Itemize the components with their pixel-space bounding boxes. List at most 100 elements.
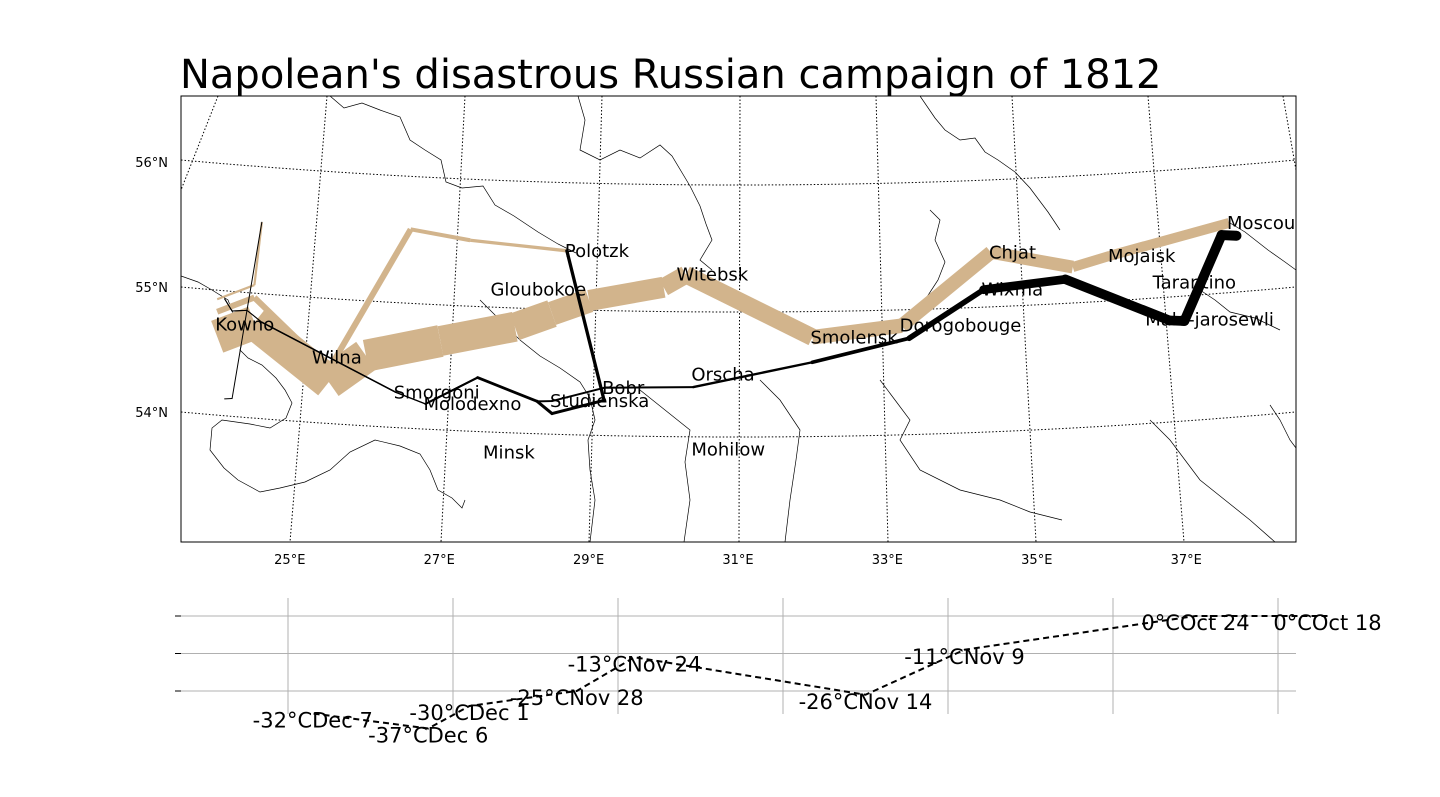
temperature-panel: 0°COct 18 0°COct 24 -11°CNov 9 -26°CNov 14 -…	[175, 598, 1382, 748]
city-label-tarantino: Tarantino	[1152, 272, 1236, 293]
meridian-39e	[1282, 96, 1296, 171]
route-segment-advance-3-1	[253, 222, 263, 286]
route-segment-retreat-1-5	[906, 286, 987, 342]
city-label-molodexno: Molodexno	[424, 394, 522, 415]
route-segment-advance-1-3	[362, 325, 444, 372]
route-segment-advance-1-4	[437, 312, 518, 356]
river-east-1	[924, 209, 946, 301]
route-segment-retreat-2-7	[246, 309, 263, 323]
boundary-central-north	[577, 96, 713, 271]
lon-tick-25-e: 25°E	[274, 553, 305, 568]
city-label-dorogobouge: Dorogobouge	[900, 316, 1022, 337]
route-segment-retreat-3-0	[231, 221, 263, 400]
route-segment-advance-1-6	[548, 289, 594, 325]
temperature-label-0: 0°COct 18	[1273, 611, 1381, 635]
route-segment-advance-1-13	[1071, 250, 1112, 272]
route-segment-advance-1-7	[587, 276, 666, 311]
route-segment-advance-1-2	[318, 341, 376, 396]
route-segment-retreat-2-1	[550, 398, 606, 416]
meridian-31e	[738, 96, 741, 542]
city-label-studienska: Studienska	[550, 391, 649, 412]
temperature-line	[312, 615, 1328, 730]
route-segment-retreat-1-8	[603, 386, 695, 389]
route-segment-retreat-1-7	[692, 361, 814, 389]
lon-tick-35-e: 35°E	[1021, 553, 1052, 568]
route-segment-advance-1-1	[243, 309, 340, 396]
city-label-chjat: Chjat	[989, 242, 1036, 263]
lat-tick-56-n: 56°N	[135, 156, 168, 171]
route-segment-retreat-2-4	[424, 376, 479, 405]
temperature-series-line	[312, 615, 1328, 730]
route-segment-advance-1-8	[659, 266, 691, 296]
route-segment-retreat-2-8	[231, 309, 248, 312]
route-segment-advance-2-4	[469, 238, 568, 253]
route-segment-advance-2-3	[410, 227, 471, 243]
city-label-mohilow: Mohilow	[691, 440, 765, 461]
river-desna	[879, 379, 1063, 521]
latitude-tick-labels: 54°N 55°N 56°N	[135, 156, 168, 421]
temperature-label-6: -30°CDec 1	[409, 701, 529, 725]
city-label-gloubokoe: Gloubokoe	[490, 280, 586, 301]
route-segment-advance-1-12	[989, 246, 1074, 274]
river-dnieper-west	[639, 389, 691, 542]
meridian-29e	[588, 96, 603, 542]
meridian-35e	[1011, 96, 1037, 542]
city-label-orscha: Orscha	[691, 365, 754, 386]
route-segment-retreat-2-6	[261, 321, 397, 393]
army-routes	[211, 218, 1242, 416]
route-segment-advance-2-2	[326, 227, 414, 372]
route-segment-retreat-1-4	[979, 274, 1070, 295]
parallel-56n	[181, 159, 1296, 186]
city-label-bobr: Bobr	[602, 378, 645, 399]
city-label-moscou: Moscou	[1227, 213, 1295, 234]
route-segment-retreat-1-3	[1060, 274, 1175, 326]
route-segment-retreat-2-0	[565, 249, 606, 402]
temperature-label-1: 0°COct 24	[1141, 611, 1249, 635]
temperature-grid	[175, 598, 1296, 714]
route-segment-retreat-2-5	[395, 391, 427, 405]
city-label-wilna: Wilna	[312, 348, 362, 369]
route-segment-retreat-2-3	[476, 376, 539, 403]
lat-tick-54-n: 54°N	[135, 406, 168, 421]
map-frame	[180, 95, 1297, 543]
meridian-27e	[440, 96, 466, 542]
lon-tick-37-e: 37°E	[1171, 553, 1202, 568]
route-segment-advance-2-0	[216, 294, 256, 315]
city-label-polotzk: Polotzk	[565, 241, 630, 262]
route-segment-advance-1-0	[211, 306, 261, 353]
city-label-smorgoni: Smorgoni	[394, 382, 480, 403]
city-label-mojaisk: Mojaisk	[1108, 246, 1176, 267]
route-segment-retreat-1-9	[551, 386, 606, 403]
route-segment-advance-1-11	[897, 246, 996, 332]
meridian-25e	[289, 96, 328, 542]
temperature-label-3: -26°CNov 14	[799, 690, 933, 714]
city-label-malo-jarosewli: Malo-jarosewli	[1145, 310, 1274, 331]
city-label-wixma: Wixma	[982, 280, 1044, 301]
temperature-label-5: -25°CNov 28	[510, 686, 644, 710]
route-segment-retreat-1-6	[810, 336, 911, 365]
city-label-kowno: Kowno	[215, 314, 274, 335]
boundary-north-west	[329, 96, 577, 254]
country-boundaries	[181, 96, 1296, 542]
river-east-3	[1199, 289, 1281, 331]
route-segment-advance-2-1	[252, 295, 331, 372]
route-segment-advance-1-10	[811, 318, 903, 345]
meridian-37e	[1147, 96, 1185, 542]
river-east-2	[1224, 219, 1296, 271]
temperature-labels: 0°COct 18 0°COct 24 -11°CNov 9 -26°CNov 14 -…	[253, 611, 1382, 748]
chart-title: Napolean's disastrous Russian campaign o…	[180, 52, 1161, 98]
temperature-label-7: -37°CDec 6	[368, 724, 488, 748]
route-segment-retreat-2-2	[535, 399, 554, 416]
lon-tick-29-e: 29°E	[573, 553, 604, 568]
meridian-24e	[181, 96, 219, 191]
city-label-minsk: Minsk	[483, 442, 535, 463]
parallel-55n	[181, 286, 1296, 313]
route-segment-advance-1-14	[1108, 218, 1231, 261]
river-oka	[1149, 419, 1276, 542]
city-label-witebsk: Witebsk	[676, 265, 748, 286]
parallel-54n	[181, 411, 1296, 438]
graticule	[181, 96, 1296, 542]
